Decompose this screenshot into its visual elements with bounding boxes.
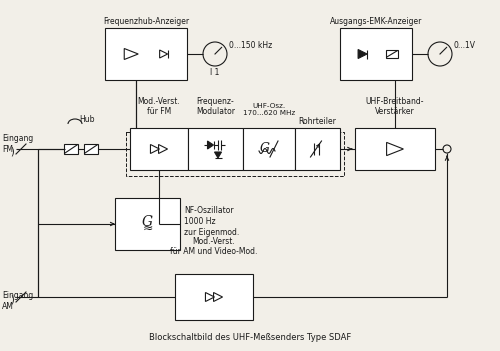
Text: ): ) — [10, 294, 14, 304]
Bar — [295, 128, 340, 170]
Polygon shape — [208, 141, 214, 149]
Bar — [355, 128, 435, 170]
Text: 0...1V: 0...1V — [454, 41, 476, 51]
Text: UHF-Breitband-
Verstärker: UHF-Breitband- Verstärker — [366, 97, 424, 116]
Text: Eingang
AM: Eingang AM — [2, 291, 33, 311]
Text: I 1: I 1 — [210, 68, 220, 77]
Text: G: G — [142, 215, 153, 229]
Bar — [64, 144, 78, 154]
Text: Mod.-Verst.
für FM: Mod.-Verst. für FM — [138, 97, 180, 116]
Text: ≈: ≈ — [142, 221, 153, 234]
Bar — [188, 128, 243, 170]
Bar — [243, 128, 295, 170]
Text: 0...150 kHz: 0...150 kHz — [229, 41, 272, 51]
Text: Mod.-Verst.
für AM und Video-Mod.: Mod.-Verst. für AM und Video-Mod. — [170, 237, 258, 256]
Text: Rohrteiler: Rohrteiler — [298, 117, 337, 126]
Bar — [386, 50, 398, 58]
Bar — [340, 28, 412, 80]
Bar — [130, 128, 188, 170]
Bar — [84, 144, 98, 154]
Text: UHF-Osz.
170...620 MHz: UHF-Osz. 170...620 MHz — [243, 103, 295, 116]
Bar — [105, 28, 187, 80]
Text: NF-Oszillator
1000 Hz
zur Eigenmod.: NF-Oszillator 1000 Hz zur Eigenmod. — [184, 206, 240, 237]
Text: Blockschaltbild des UHF-Meßsenders Type SDAF: Blockschaltbild des UHF-Meßsenders Type … — [149, 333, 351, 342]
Text: Eingang
FM: Eingang FM — [2, 134, 33, 154]
Text: Frequenz-
Modulator: Frequenz- Modulator — [196, 97, 235, 116]
Bar — [175, 274, 253, 320]
Polygon shape — [358, 49, 367, 59]
Bar — [126, 132, 344, 176]
Text: Frequenzhub-Anzeiger: Frequenzhub-Anzeiger — [103, 17, 189, 26]
Text: G: G — [260, 143, 270, 155]
Text: Hub: Hub — [79, 115, 95, 124]
Text: Ausgangs-EMK-Anzeiger: Ausgangs-EMK-Anzeiger — [330, 17, 422, 26]
Text: ): ) — [10, 146, 14, 156]
Bar — [115, 198, 180, 250]
Polygon shape — [214, 152, 222, 158]
